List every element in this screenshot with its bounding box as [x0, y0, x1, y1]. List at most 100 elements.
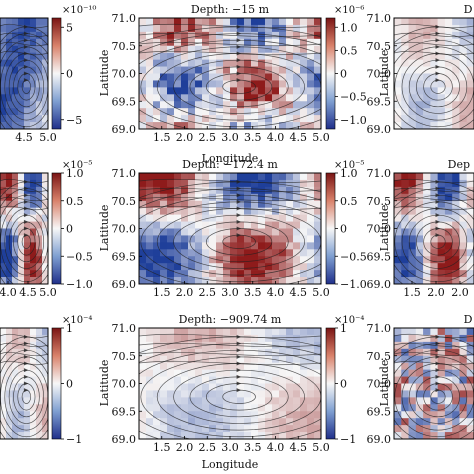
heatmap-cell	[437, 179, 446, 188]
heatmap-cell	[314, 52, 321, 60]
heatmap-cell	[452, 369, 460, 377]
heatmap-cell	[223, 122, 231, 129]
heatmap-cell	[423, 101, 431, 109]
heatmap-cell	[408, 87, 417, 95]
heatmap-cell	[230, 369, 238, 377]
heatmap-cell	[423, 200, 431, 208]
heatmap-cell	[279, 263, 287, 271]
heatmap-cell	[452, 24, 460, 33]
heatmap-cell	[265, 200, 273, 208]
heatmap-cell	[6, 214, 13, 222]
heatmap-cell	[237, 334, 245, 343]
heatmap-cell	[18, 193, 25, 202]
heatmap-cell	[30, 179, 37, 188]
heatmap-cell	[279, 214, 287, 222]
heatmap-cell	[314, 432, 321, 439]
heatmap-cell	[408, 94, 417, 102]
streamline-arrow	[23, 226, 29, 231]
heatmap-cell	[265, 397, 273, 405]
heatmap-cell	[216, 94, 224, 102]
heatmap-cell	[153, 369, 161, 377]
heatmap-cell	[394, 80, 402, 88]
streamline-arrow	[435, 348, 440, 353]
heatmap-cell	[401, 334, 409, 343]
heatmap-cell	[244, 383, 252, 391]
heatmap-cell	[286, 270, 294, 278]
heatmap-cell	[279, 200, 287, 208]
heatmap-cell	[394, 341, 402, 350]
heatmap-cell	[12, 173, 19, 181]
heatmap-cell	[202, 369, 210, 377]
heatmap-cell	[394, 397, 402, 405]
heatmap-cell	[244, 263, 252, 271]
heatmap-cell	[195, 362, 203, 370]
heatmap-cell	[12, 94, 19, 102]
heatmap-cell	[139, 52, 147, 60]
heatmap-cell	[459, 277, 468, 284]
heatmap-cell	[223, 115, 231, 123]
heatmap-cell	[394, 390, 402, 398]
heatmap-cell	[394, 66, 402, 74]
heatmap-cell	[437, 383, 446, 391]
heatmap-cell	[24, 31, 31, 40]
heatmap-cell	[12, 45, 19, 53]
streamline	[0, 50, 48, 56]
heatmap-cell	[30, 18, 37, 26]
heatmap-cell	[300, 383, 308, 391]
heatmap-cell	[153, 200, 161, 208]
heatmap-cell	[307, 355, 315, 363]
y-tick-label: 69.5	[367, 405, 392, 418]
heatmap-cell	[437, 418, 446, 426]
heatmap-cell	[36, 369, 43, 377]
heatmap-cell	[216, 193, 224, 202]
heatmap-cell	[181, 101, 189, 109]
heatmap-cell	[314, 179, 321, 188]
heatmap-cell	[408, 235, 417, 243]
heatmap-cell	[42, 214, 48, 222]
heatmap-cell	[24, 200, 31, 208]
heatmap-cell	[444, 341, 453, 350]
heatmap-cell	[293, 24, 301, 33]
streamline-arrow	[435, 38, 440, 43]
heatmap-cell	[160, 94, 168, 102]
heatmap-cell	[230, 263, 238, 271]
heatmap-cell	[272, 328, 280, 336]
heatmap-cell	[437, 122, 446, 129]
heatmap-cell	[209, 235, 217, 243]
heatmap-cell	[237, 277, 245, 284]
heatmap-cell	[423, 214, 431, 222]
heatmap-cell	[167, 263, 175, 271]
heatmap-cell	[394, 59, 402, 67]
heatmap-cell	[24, 425, 31, 433]
x-tick-labels: 1.5 2.0 2.0	[403, 281, 469, 299]
x-tick-label: 1.5	[403, 286, 421, 299]
heatmap-cell	[195, 418, 203, 426]
heatmap-cell	[42, 80, 48, 88]
heatmap-cell	[30, 355, 37, 363]
heatmap-cell	[286, 369, 294, 377]
heatmap-cell	[279, 341, 287, 350]
heatmap-cell	[279, 369, 287, 377]
heatmap-cell	[286, 432, 294, 439]
heatmap-cell	[466, 376, 474, 384]
heatmap-cell	[272, 432, 280, 439]
heatmap-cell	[394, 193, 402, 202]
heatmap-cell	[258, 94, 266, 102]
heatmap-cell	[293, 18, 301, 26]
heatmap-cell	[437, 207, 446, 215]
heatmap-cell	[188, 425, 196, 433]
heatmap-cell	[452, 425, 460, 433]
heatmap-cell	[430, 376, 438, 384]
heatmap-cell	[216, 397, 224, 405]
heatmap-cell	[139, 101, 147, 109]
heatmap-cell	[459, 18, 468, 26]
heatmap-cell	[153, 341, 161, 350]
heatmap-cell	[167, 418, 175, 426]
heatmap-cell	[307, 270, 315, 278]
heatmap-cell	[24, 328, 31, 336]
heatmap-cell	[36, 200, 43, 208]
heatmap-cell	[230, 277, 238, 284]
heatmap-cell	[160, 418, 168, 426]
heatmap-cell	[444, 334, 453, 343]
heatmap-cell	[258, 52, 266, 60]
